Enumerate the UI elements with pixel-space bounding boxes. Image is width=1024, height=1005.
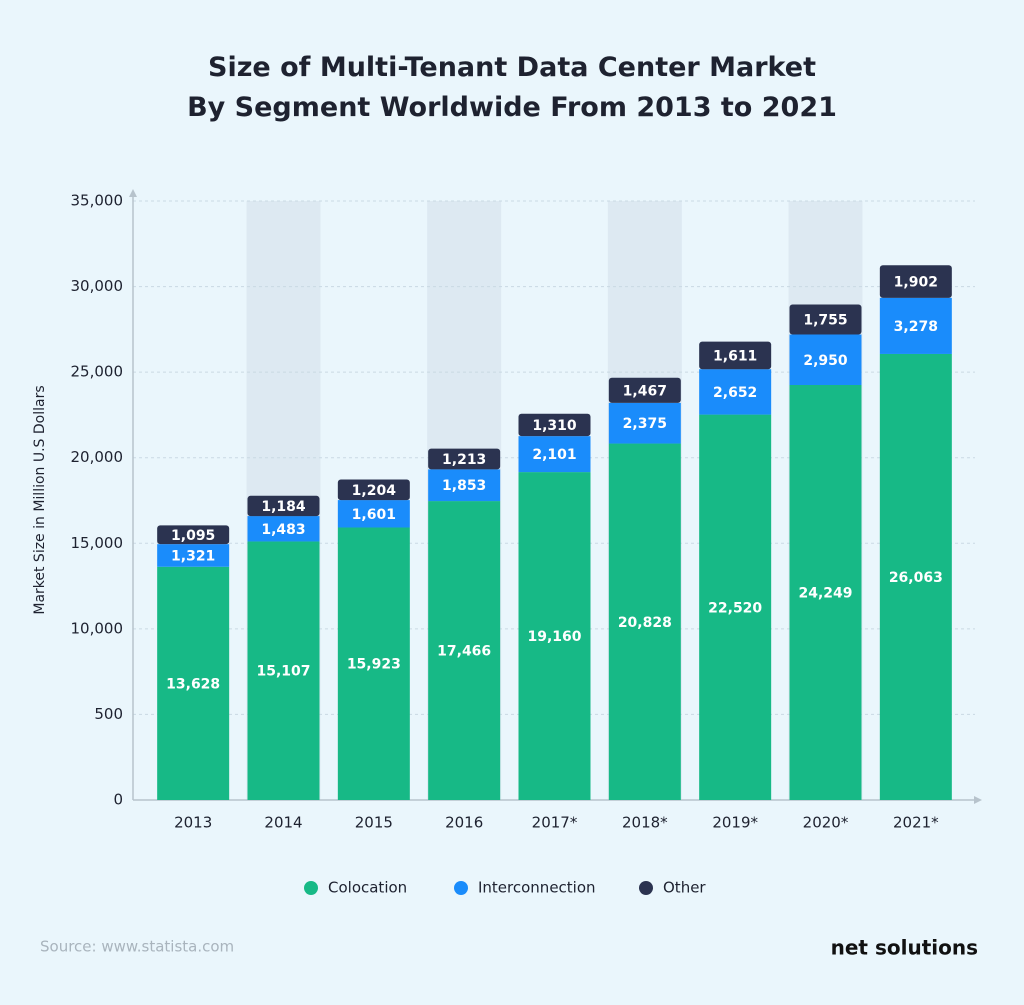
data-label: 2,375 xyxy=(623,416,667,432)
legend-marker xyxy=(304,881,318,895)
x-tick-label: 2021* xyxy=(893,814,939,832)
x-tick-label: 2020* xyxy=(803,814,849,832)
data-label: 1,902 xyxy=(894,275,938,291)
y-tick-label: 30,000 xyxy=(71,277,124,295)
x-tick-label: 2013 xyxy=(174,814,212,832)
bar-segment xyxy=(337,500,410,528)
y-tick-label: 500 xyxy=(94,705,123,723)
bar-segment xyxy=(608,443,681,800)
bar-segment xyxy=(879,265,952,298)
y-axis-arrow xyxy=(129,189,137,197)
data-label: 2,101 xyxy=(532,447,576,463)
data-label: 19,160 xyxy=(527,629,581,645)
data-label: 24,249 xyxy=(798,585,852,601)
bar-segment xyxy=(428,469,501,502)
bar-segment xyxy=(699,414,772,800)
bar-segment xyxy=(879,297,952,354)
bar-segment xyxy=(157,566,230,800)
data-label: 15,923 xyxy=(347,657,401,673)
x-tick-label: 2015 xyxy=(355,814,393,832)
data-label: 1,321 xyxy=(171,548,215,564)
bar-segment xyxy=(699,341,772,370)
y-tick-label: 35,000 xyxy=(71,192,124,210)
data-label: 1,483 xyxy=(261,522,305,538)
data-label: 13,628 xyxy=(166,676,220,692)
bar-segment xyxy=(428,448,501,470)
legend-label: Interconnection xyxy=(478,879,596,897)
bar-segment xyxy=(608,377,681,403)
bar-segment xyxy=(247,495,320,517)
y-tick-label: 20,000 xyxy=(71,448,124,466)
bar-segment xyxy=(247,541,320,800)
legend-marker xyxy=(454,881,468,895)
data-label: 26,063 xyxy=(889,570,943,586)
x-tick-label: 2018* xyxy=(622,814,668,832)
data-label: 1,853 xyxy=(442,478,486,494)
legend-label: Colocation xyxy=(328,879,407,897)
data-label: 22,520 xyxy=(708,600,762,616)
data-label: 2,950 xyxy=(803,353,848,369)
x-tick-label: 2017* xyxy=(532,814,578,832)
data-label: 20,828 xyxy=(618,615,672,631)
x-tick-label: 2019* xyxy=(712,814,758,832)
y-tick-label: 25,000 xyxy=(71,363,124,381)
data-label: 3,278 xyxy=(894,319,938,335)
bar-segment xyxy=(699,369,772,415)
bar-segment xyxy=(157,544,230,567)
data-label: 2,652 xyxy=(713,385,757,401)
chart-title: Size of Multi-Tenant Data Center Market … xyxy=(187,52,837,123)
bar-segment xyxy=(789,334,862,385)
y-tick-label: 10,000 xyxy=(71,619,124,637)
bar-segment xyxy=(789,384,862,800)
source: Source: www.statista.com xyxy=(40,938,234,956)
bar-segment xyxy=(789,304,862,335)
bar-segment xyxy=(337,527,410,800)
data-label: 1,310 xyxy=(532,418,577,434)
data-label: 1,611 xyxy=(713,348,757,364)
data-label: 1,184 xyxy=(261,499,306,515)
bar-segment xyxy=(608,402,681,444)
bar-segment xyxy=(247,516,320,542)
legend-marker xyxy=(639,881,653,895)
data-label: 1,095 xyxy=(171,528,215,544)
data-label: 1,601 xyxy=(352,507,396,523)
brand: net solutions xyxy=(831,936,978,960)
y-tick-label: 15,000 xyxy=(71,534,124,552)
data-label: 1,213 xyxy=(442,452,486,468)
data-label: 1,204 xyxy=(352,483,397,499)
y-tick-label: 0 xyxy=(113,791,123,809)
bar-segment xyxy=(518,413,591,437)
bar-segment xyxy=(157,525,230,545)
x-axis-arrow xyxy=(974,796,982,804)
bar-segment xyxy=(518,436,591,473)
x-tick-label: 2014 xyxy=(264,814,302,832)
data-label: 15,107 xyxy=(256,664,310,680)
bar-segment xyxy=(518,472,591,800)
data-label: 17,466 xyxy=(437,644,491,660)
x-tick-label: 2016 xyxy=(445,814,483,832)
bar-segment xyxy=(879,353,952,800)
legend-label: Other xyxy=(663,879,706,897)
data-label: 1,467 xyxy=(623,383,667,399)
bar-segment xyxy=(428,501,501,800)
bar-segment xyxy=(337,479,410,501)
y-axis-label: Market Size in Million U.S Dollars xyxy=(32,385,48,614)
data-label: 1,755 xyxy=(803,312,847,328)
